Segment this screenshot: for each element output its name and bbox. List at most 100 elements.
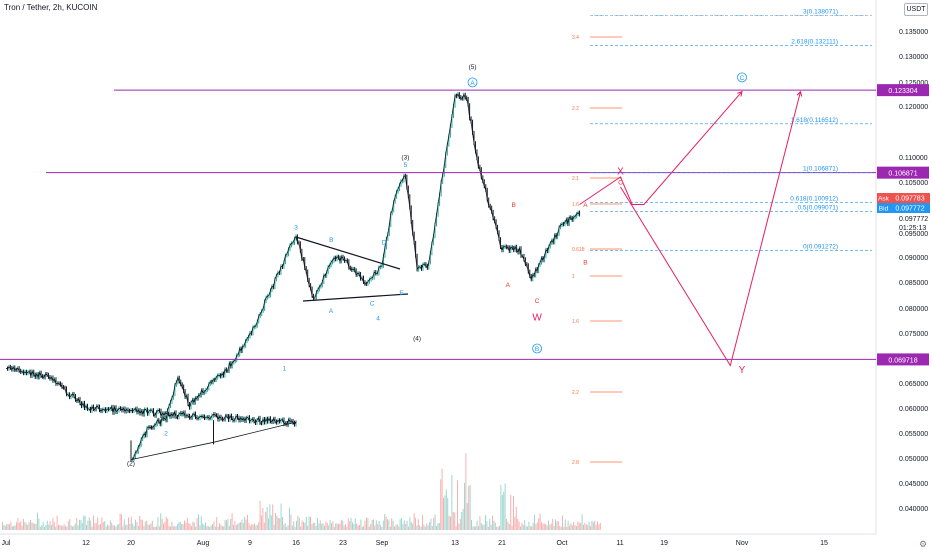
volume-bar [389,526,391,530]
volume-bar [587,525,589,530]
wave-label: B [329,237,333,244]
volume-bar [325,521,327,530]
volume-bar [340,519,342,530]
volume-bar [193,522,195,530]
volume-bar [116,524,118,530]
volume-bar [476,520,478,530]
volume-bar [279,518,281,530]
last-price: 0.097772 [899,216,928,223]
volume-bar [444,495,446,530]
volume-bar [216,517,218,530]
volume-bar [192,521,194,530]
gear-icon[interactable]: ⚙ [919,539,928,549]
volume-bar [16,522,17,530]
volume-bar [342,520,344,530]
volume-bar [163,523,164,530]
y-tick-label-partial: 0.095000 [899,231,928,238]
volume-bar [577,521,579,530]
volume-bar [154,526,156,530]
volume-bar [125,524,127,530]
volume-bar [314,522,316,530]
volume-bar [254,523,255,530]
volume-bar [44,526,45,530]
volume-bar [590,526,591,530]
volume-bar [217,526,219,530]
volume-bar [119,513,121,530]
volume-bar [339,523,341,530]
volume-bar [373,519,374,530]
volume-bar [31,522,33,530]
volume-bar [406,520,408,530]
wave-label: (3) [401,155,409,162]
volume-bar [156,526,157,530]
volume-bar [168,525,170,530]
volume-bar [226,520,227,530]
volume-bar [304,522,306,530]
volume-bar [450,516,451,530]
volume-bar [333,526,335,530]
volume-bar [401,517,402,530]
volume-bar [249,525,251,530]
volume-bar [521,522,523,530]
volume-bar [382,520,384,530]
volume-bar [514,516,516,530]
volume-bar [4,525,6,530]
volume-bar [578,522,580,530]
volume-bar [395,525,397,530]
volume-bar [437,523,439,530]
volume-bar [93,515,94,530]
wave-label-circle [467,77,478,88]
volume-bar [328,525,330,530]
volume-bar [231,513,233,530]
volume-bar [452,511,454,530]
volume-bar [293,521,295,530]
volume-bar [377,524,379,530]
volume-bar [560,526,562,530]
volume-bar [115,526,117,530]
volume-bar [440,479,442,530]
volume-bar [469,484,471,530]
x-tick-label: 12 [82,540,90,547]
wave-label-circle [532,343,542,354]
volume-bar [422,515,423,530]
volume-bar [527,526,528,530]
volume-bar [234,520,236,530]
fib-level-label: 3(0.138071) [803,9,838,16]
wave-label: C [370,300,375,307]
volume-bar [273,524,275,530]
volume-bar [23,518,24,530]
volume-bar [388,520,390,530]
key-level-label: 0.069718 [888,357,917,364]
volume-bar [167,518,169,530]
volume-bar [310,517,311,530]
volume-bar [475,526,477,530]
volume-bar [139,515,141,530]
volume-bar [74,523,76,530]
volume-bar [98,524,100,530]
volume-bar [574,525,576,530]
small-extension-label: 1.6 [572,319,579,325]
volume-bar [83,515,85,530]
currency-button[interactable]: USDT [904,3,928,16]
volume-bar [32,523,34,530]
volume-bar [177,523,178,530]
triangle-lower-line [302,293,409,302]
volume-bar [14,525,16,530]
volume-bar [468,486,470,530]
wave-label: X [617,167,624,178]
volume-bar [179,521,181,530]
volume-bar [494,522,496,530]
volume-bar [39,526,41,530]
volume-bar [324,525,325,530]
volume-bar [532,522,534,530]
small-extension-label: 2.8 [572,460,579,466]
wave-label: C [535,298,540,305]
x-tick-label: 20 [127,540,135,547]
volume-bar [233,524,234,530]
volume-bar [87,520,89,530]
volume-bar [214,526,216,530]
volume-bar [146,520,148,530]
volume-bar [265,511,267,530]
volume-bar [542,523,544,530]
